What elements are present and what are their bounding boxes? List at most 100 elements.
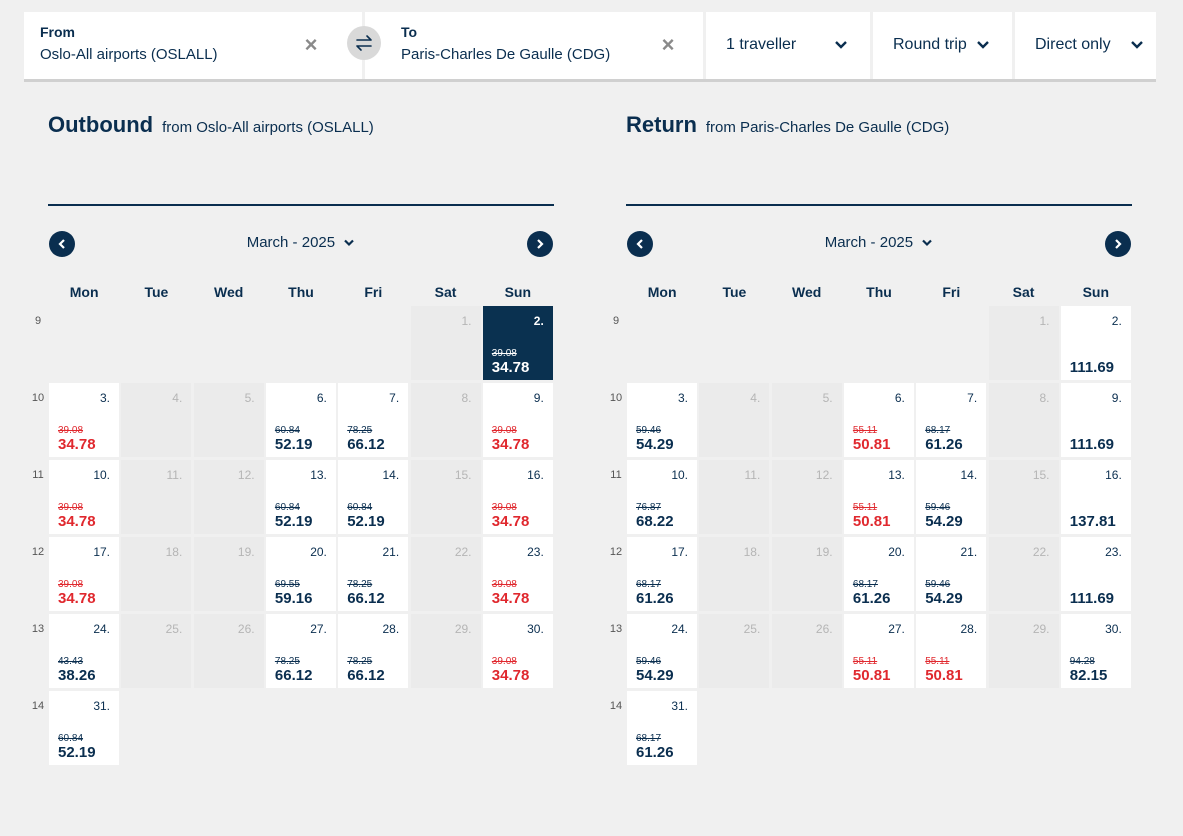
calendar-day[interactable]: 27. 55.11 50.81 [843, 614, 914, 688]
day-number: 21. [960, 545, 978, 559]
day-number: 23. [527, 545, 544, 559]
calendar-day[interactable]: 10. 39.08 34.78 [49, 460, 119, 534]
fare-price: 50.81 [852, 436, 891, 453]
week-number: 14 [31, 700, 45, 712]
trip-type-dropdown[interactable]: Round trip [873, 12, 1012, 79]
calendar-day[interactable]: 28. 78.25 66.12 [338, 614, 409, 688]
calendar-day[interactable]: 24. 43.43 38.26 [49, 614, 119, 688]
fare-price: 52.19 [274, 436, 313, 453]
clear-to-icon[interactable]: × [661, 32, 675, 57]
day-number: 8. [1039, 391, 1050, 405]
calendar-day[interactable]: 27. 78.25 66.12 [265, 614, 336, 688]
calendar-day[interactable]: 16. 39.08 34.78 [482, 460, 553, 534]
chevron-right-icon [1115, 239, 1122, 249]
month-selector[interactable]: March - 2025 [48, 234, 554, 251]
next-month-button[interactable] [1105, 231, 1131, 257]
calendar-day[interactable]: 13. 60.84 52.19 [265, 460, 336, 534]
calendar-day[interactable]: 21. 59.46 54.29 [916, 537, 987, 611]
fare-price: 34.78 [58, 590, 96, 607]
fare-price: 82.15 [1069, 667, 1108, 684]
calendar-day[interactable]: 20. 69.55 59.16 [265, 537, 336, 611]
from-value[interactable]: Oslo-All airports (OSLALL) [40, 46, 218, 63]
calendar-day[interactable]: 30. 39.08 34.78 [482, 614, 553, 688]
stops-dropdown[interactable]: Direct only [1015, 12, 1156, 79]
day-number: 20. [888, 545, 905, 559]
day-number: 18. [165, 545, 183, 559]
calendar-day[interactable]: 28. 55.11 50.81 [916, 614, 987, 688]
day-number: 2. [533, 314, 544, 328]
weekday-label: Mon [647, 284, 677, 300]
original-price: 39.08 [491, 502, 517, 513]
day-number: 22. [1032, 545, 1050, 559]
day-number: 19. [237, 545, 255, 559]
week-number: 11 [610, 469, 622, 481]
fare-price: 61.26 [852, 590, 891, 607]
calendar-day[interactable]: 13. 55.11 50.81 [843, 460, 914, 534]
outbound-subtitle: from Oslo-All airports (OSLALL) [162, 119, 374, 136]
day-number: 4. [750, 391, 761, 405]
calendar-day[interactable]: 3. 39.08 34.78 [49, 383, 119, 457]
calendar-day[interactable]: 30. 94.28 82.15 [1060, 614, 1131, 688]
fare-price: 54.29 [636, 667, 674, 684]
calendar-day[interactable]: 6. 60.84 52.19 [265, 383, 336, 457]
clear-from-icon[interactable]: × [304, 32, 318, 57]
calendar-day[interactable]: 17. 39.08 34.78 [49, 537, 119, 611]
outbound-panel: Outbound from Oslo-All airports (OSLALL)… [32, 112, 554, 765]
calendar-day[interactable]: 21. 78.25 66.12 [338, 537, 409, 611]
calendar-day: 1. [410, 306, 481, 380]
calendar-day[interactable]: 7. 68.17 61.26 [916, 383, 987, 457]
month-label: March - 2025 [246, 234, 336, 251]
calendar-day[interactable]: 6. 55.11 50.81 [843, 383, 914, 457]
week-number: 14 [609, 700, 623, 712]
month-navigation: March - 2025 [48, 231, 554, 257]
previous-month-button[interactable] [627, 231, 653, 257]
calendar-day[interactable]: 9. 111.69 [1060, 383, 1131, 457]
fare-price: 52.19 [347, 513, 385, 530]
next-month-button[interactable] [527, 231, 553, 257]
calendar-day[interactable]: 31. 68.17 61.26 [627, 691, 697, 765]
weekday-label: Thu [866, 284, 892, 300]
calendar-day: 8. [988, 383, 1059, 457]
to-field[interactable]: To Paris-Charles De Gaulle (CDG) × [365, 12, 703, 79]
calendar-day[interactable]: 7. 78.25 66.12 [338, 383, 409, 457]
calendar-day[interactable]: 2. 111.69 [1060, 306, 1131, 380]
fare-price: 66.12 [347, 667, 385, 684]
month-selector[interactable]: March - 2025 [626, 234, 1132, 251]
calendar-day: 26. [193, 614, 264, 688]
calendar-day[interactable]: 2. 39.08 34.78 [482, 306, 553, 380]
original-price: 68.17 [636, 733, 662, 744]
travellers-dropdown[interactable]: 1 traveller [706, 12, 870, 79]
calendar-day[interactable]: 14. 60.84 52.19 [338, 460, 409, 534]
to-value[interactable]: Paris-Charles De Gaulle (CDG) [401, 46, 611, 63]
fare-price: 38.26 [58, 667, 96, 684]
calendar-day[interactable]: 17. 68.17 61.26 [627, 537, 697, 611]
calendar-day[interactable]: 24. 59.46 54.29 [627, 614, 697, 688]
calendar-day[interactable]: 20. 68.17 61.26 [843, 537, 914, 611]
calendar-day[interactable]: 3. 59.46 54.29 [627, 383, 697, 457]
fare-price: 52.19 [58, 744, 96, 761]
chevron-right-icon [537, 239, 544, 249]
calendar-day[interactable]: 31. 60.84 52.19 [49, 691, 119, 765]
calendar-day: 12. [771, 460, 842, 534]
calendar-day[interactable]: 16. 137.81 [1060, 460, 1131, 534]
original-price: 78.25 [347, 425, 373, 436]
calendar-day[interactable]: 23. 39.08 34.78 [482, 537, 553, 611]
original-price: 39.08 [491, 656, 517, 667]
fare-price: 66.12 [274, 667, 313, 684]
day-number: 24. [671, 622, 688, 636]
calendar-day[interactable]: 23. 111.69 [1060, 537, 1131, 611]
day-number: 8. [461, 391, 472, 405]
swap-airports-button[interactable] [347, 26, 381, 60]
calendar-day[interactable]: 9. 39.08 34.78 [482, 383, 553, 457]
day-number: 19. [815, 545, 833, 559]
from-field[interactable]: From Oslo-All airports (OSLALL) × [24, 12, 362, 79]
calendar-day[interactable]: 10. 76.87 68.22 [627, 460, 697, 534]
calendar-day[interactable]: 14. 59.46 54.29 [916, 460, 987, 534]
original-price: 55.11 [852, 502, 878, 513]
previous-month-button[interactable] [49, 231, 75, 257]
day-number: 13. [310, 468, 327, 482]
fare-price: 61.26 [925, 436, 963, 453]
to-label: To [401, 24, 418, 40]
fare-price: 34.78 [491, 359, 530, 376]
day-number: 24. [93, 622, 110, 636]
